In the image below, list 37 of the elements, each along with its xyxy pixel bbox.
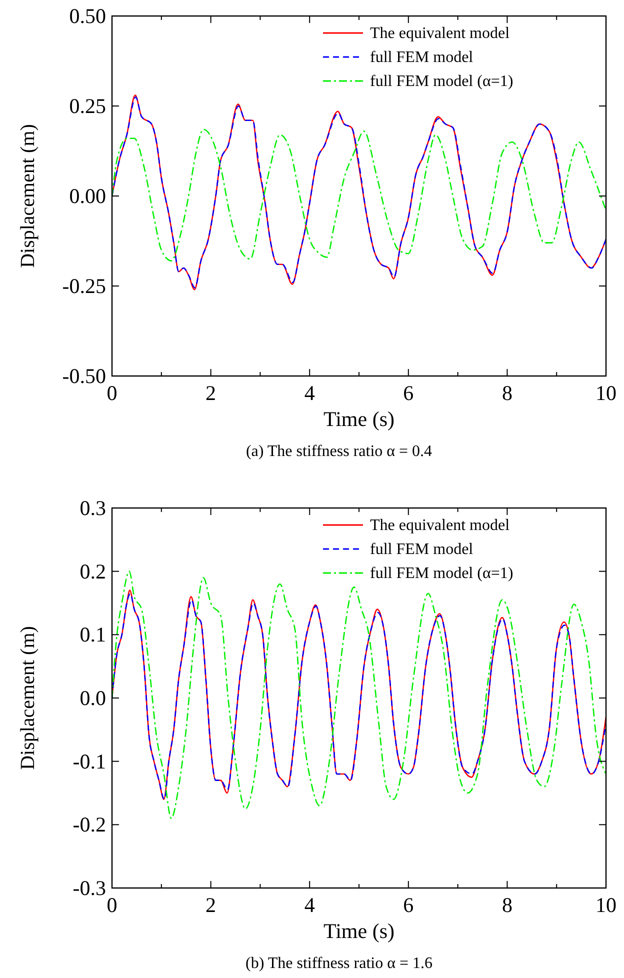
legend-label: The equivalent model — [370, 25, 510, 42]
y-tick-label: 0.0 — [80, 686, 106, 710]
text: (a) The stiffness ratio α = 0.4 — [246, 443, 432, 460]
x-tick-label: 8 — [502, 381, 512, 405]
y-axis-title: Displacement (m) — [17, 124, 39, 268]
y-tick-label: -0.3 — [72, 876, 106, 900]
y-tick-label: 0.25 — [69, 94, 106, 118]
x-tick-label: 6 — [403, 381, 414, 405]
x-tick-label: 0 — [106, 381, 118, 405]
legend-label: The equivalent model — [370, 517, 510, 534]
y-tick-label: -0.50 — [62, 364, 106, 388]
x-axis-title: Time (s) — [324, 919, 394, 943]
x-tick-label: 6 — [403, 893, 414, 917]
y-tick-label: 0.2 — [80, 559, 106, 584]
legend-label: full FEM model (α=1) — [370, 565, 514, 582]
y-tick-label: 0.3 — [80, 496, 106, 520]
text: (b) The stiffness ratio α = 1.6 — [245, 955, 433, 972]
legend-label: full FEM model (α=1) — [370, 73, 514, 90]
line-series — [112, 128, 606, 262]
y-axis-title: Displacement (m) — [17, 626, 39, 770]
y-tick-label: -0.25 — [62, 274, 106, 298]
x-tick-label: 8 — [502, 893, 512, 917]
x-tick-label: 4 — [304, 893, 316, 917]
y-tick-label: 0.1 — [80, 622, 106, 647]
y-tick-label: 0.50 — [69, 4, 106, 28]
x-tick-label: 10 — [596, 893, 616, 917]
x-axis-title: Time (s) — [324, 407, 394, 431]
x-tick-label: 4 — [304, 381, 316, 405]
legend-label: full FEM model — [370, 49, 474, 66]
x-tick-label: 10 — [596, 381, 616, 405]
y-tick-label: -0.1 — [72, 749, 106, 774]
x-tick-label: 2 — [206, 893, 216, 917]
x-tick-label: 0 — [106, 893, 118, 917]
x-tick-label: 2 — [206, 381, 216, 405]
y-tick-label: -0.2 — [72, 812, 106, 837]
legend-label: full FEM model — [370, 541, 474, 558]
y-tick-label: 0.00 — [69, 184, 106, 208]
